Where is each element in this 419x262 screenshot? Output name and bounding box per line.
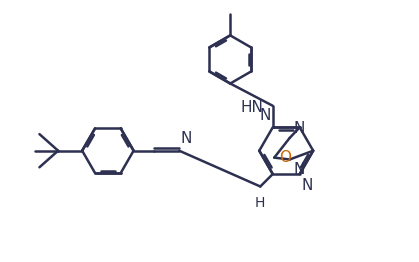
Text: N: N [294,121,305,136]
Text: H: H [255,196,266,210]
Text: N: N [294,162,305,177]
Text: N: N [259,108,271,123]
Text: HN: HN [241,100,264,115]
Text: N: N [181,131,192,146]
Text: N: N [302,178,313,193]
Text: O: O [279,150,292,165]
